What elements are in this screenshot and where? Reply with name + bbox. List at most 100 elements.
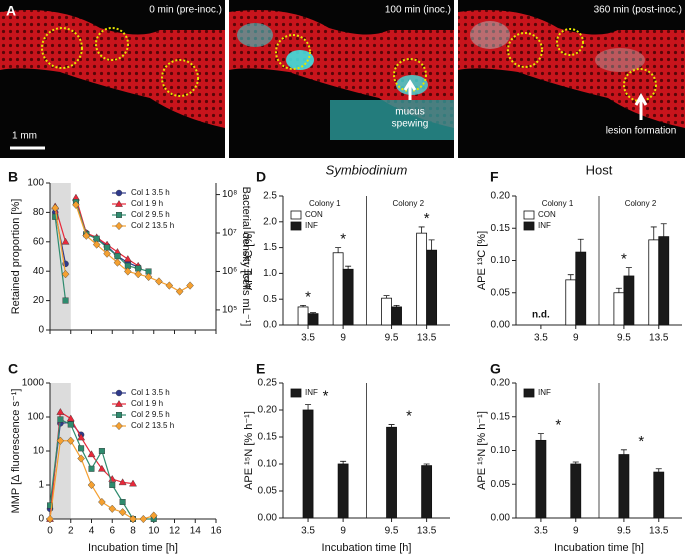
y2-axis-label: Bacterial density [cells mL⁻¹] bbox=[240, 187, 252, 327]
tissue bbox=[458, 10, 685, 128]
image-panel: 1 mm A 0 min (pre-inoc.) bbox=[0, 0, 225, 158]
series-line bbox=[54, 207, 67, 275]
data-point bbox=[165, 281, 174, 290]
legend-swatch bbox=[523, 221, 535, 231]
x-tick-label: 0 bbox=[47, 526, 53, 537]
error-bar bbox=[383, 295, 390, 299]
data-point bbox=[104, 244, 111, 251]
bar bbox=[575, 251, 587, 326]
error-bar bbox=[650, 226, 657, 240]
bar bbox=[297, 306, 309, 326]
x-tick-label: 9 bbox=[573, 333, 579, 344]
x-tick-label: 3.5 bbox=[534, 526, 548, 537]
data-point bbox=[61, 237, 70, 245]
x-tick-label: 6 bbox=[109, 526, 115, 537]
legend-marker bbox=[115, 400, 123, 407]
x-tick-label: 8 bbox=[130, 526, 136, 537]
y2-tick-label: 10⁷ bbox=[222, 228, 237, 239]
annotation: spewing bbox=[392, 119, 429, 130]
error-bar bbox=[567, 274, 574, 280]
group-label: Colony 1 bbox=[542, 199, 574, 208]
data-point bbox=[103, 249, 111, 258]
y-tick-label: 0.0 bbox=[263, 320, 277, 331]
x-tick-label: 3.5 bbox=[301, 333, 315, 344]
mucus bbox=[470, 21, 510, 49]
data-point bbox=[119, 499, 126, 506]
legend-label: CON bbox=[305, 210, 323, 219]
legend-marker bbox=[115, 421, 123, 431]
data-point bbox=[87, 450, 96, 458]
x-tick-label: 9.5 bbox=[617, 526, 631, 537]
significance-marker: * bbox=[305, 288, 311, 305]
x-tick-label: 4 bbox=[89, 526, 95, 537]
y-tick-label: 0.15 bbox=[491, 411, 511, 422]
bar bbox=[565, 279, 577, 326]
x-tick-label: 14 bbox=[190, 526, 202, 537]
y-tick-label: 0.20 bbox=[491, 378, 511, 389]
legend-swatch bbox=[523, 388, 535, 398]
data-point bbox=[57, 416, 64, 423]
image-panel: mucus spewing 100 min (inoc.) bbox=[229, 0, 454, 158]
data-point bbox=[61, 270, 70, 279]
data-point bbox=[118, 478, 127, 486]
y-tick-label: 0.10 bbox=[491, 445, 511, 456]
y-axis-label: APE ¹⁵N [% h⁻¹] bbox=[243, 411, 255, 490]
bar bbox=[391, 306, 402, 326]
y-axis-label: APE ¹⁵N [% h⁻¹] bbox=[476, 411, 488, 490]
error-bar bbox=[625, 267, 632, 276]
legend-marker bbox=[115, 412, 122, 419]
x-tick-label: 13.5 bbox=[417, 526, 437, 537]
mucus bbox=[595, 48, 645, 72]
x-axis-label: Incubation time [h] bbox=[554, 542, 644, 554]
y-tick-label: 2.0 bbox=[263, 216, 277, 227]
y2-tick-label: 10⁸ bbox=[222, 189, 237, 200]
data-point bbox=[62, 297, 69, 304]
y-tick-label: 80 bbox=[33, 207, 45, 218]
image-panel: lesion formation 360 min (post-inoc.) bbox=[458, 0, 685, 158]
legend-label: Col 1 3.5 h bbox=[131, 388, 170, 397]
polyp bbox=[95, 27, 129, 61]
data-point bbox=[129, 514, 137, 524]
error-bar bbox=[537, 433, 544, 441]
bar bbox=[618, 454, 630, 519]
y-tick-label: 2.5 bbox=[263, 191, 277, 202]
data-point bbox=[108, 504, 117, 513]
data-point bbox=[82, 231, 91, 240]
y-tick-label: 0.00 bbox=[258, 513, 278, 524]
image-caption: 0 min (pre-inoc.) bbox=[149, 5, 222, 16]
x-tick-label: 13.5 bbox=[417, 333, 437, 344]
series-line bbox=[54, 206, 67, 242]
arrow bbox=[403, 79, 417, 100]
bar bbox=[653, 471, 665, 519]
error-bar bbox=[310, 312, 317, 314]
annotation: mucus bbox=[395, 107, 424, 118]
y-tick-label: 0.05 bbox=[491, 479, 511, 490]
data-point bbox=[51, 203, 59, 213]
y-tick-label: 1000 bbox=[22, 378, 45, 389]
bar bbox=[658, 236, 670, 326]
y-tick-label: 0.00 bbox=[491, 320, 511, 331]
data-point bbox=[98, 497, 106, 507]
bar bbox=[613, 292, 625, 326]
legend-swatch bbox=[290, 210, 302, 220]
error-bar bbox=[577, 238, 584, 253]
group-label: Colony 2 bbox=[625, 199, 657, 208]
y-tick-label: 0.10 bbox=[491, 255, 511, 266]
bar bbox=[307, 313, 319, 326]
mucus bbox=[237, 23, 273, 47]
y-tick-label: 0 bbox=[38, 514, 44, 525]
data-point bbox=[72, 200, 80, 209]
tissue bbox=[229, 10, 454, 128]
legend-label: INF bbox=[305, 221, 318, 230]
legend-swatch bbox=[523, 210, 535, 220]
x-tick-label: 16 bbox=[210, 526, 222, 537]
legend-marker bbox=[115, 211, 122, 218]
significance-marker: * bbox=[621, 251, 627, 268]
y-tick-label: 1.0 bbox=[263, 268, 277, 279]
x-tick-label: 9 bbox=[340, 333, 346, 344]
error-bar bbox=[428, 239, 435, 251]
y-tick-label: 1 bbox=[38, 480, 44, 491]
data-point bbox=[134, 270, 142, 279]
data-point bbox=[67, 421, 74, 428]
